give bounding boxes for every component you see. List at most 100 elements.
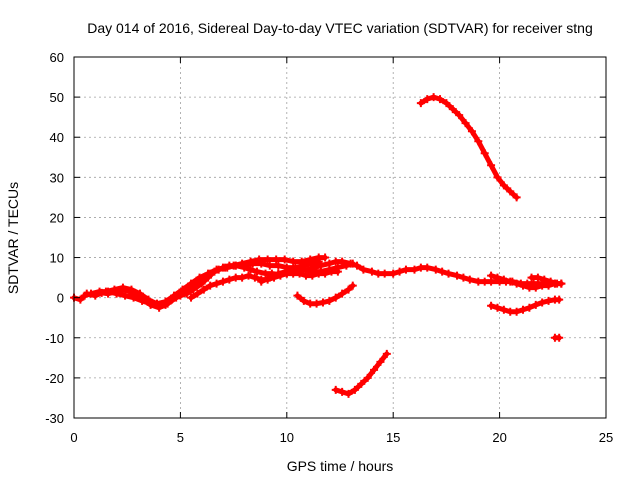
data-point — [538, 298, 547, 307]
data-point — [401, 265, 410, 274]
data-point — [121, 291, 130, 300]
data-point — [246, 257, 255, 266]
x-tick-label: 20 — [492, 430, 506, 445]
data-point — [342, 261, 351, 270]
series-arc-6 — [293, 281, 357, 308]
series-arc-9 — [487, 295, 564, 316]
data-point — [225, 275, 234, 284]
data-point — [127, 285, 136, 294]
data-point — [350, 385, 359, 394]
data-point — [455, 111, 464, 120]
data-point — [199, 285, 208, 294]
data-point — [493, 173, 502, 182]
data-point — [423, 95, 432, 104]
data-point — [274, 261, 283, 270]
data-point — [487, 301, 496, 310]
data-point — [459, 273, 468, 282]
data-point — [410, 265, 419, 274]
data-point — [512, 307, 521, 316]
data-point — [555, 333, 564, 342]
data-point — [444, 269, 453, 278]
data-point — [152, 299, 161, 308]
data-point — [187, 279, 196, 288]
data-point — [170, 291, 179, 300]
data-point — [474, 137, 483, 146]
data-point — [429, 93, 438, 102]
data-point — [321, 253, 330, 262]
data-point — [380, 269, 389, 278]
data-point — [206, 281, 215, 290]
data-point — [344, 389, 353, 398]
data-point — [487, 161, 496, 170]
data-point — [144, 295, 153, 304]
data-point — [299, 296, 308, 305]
data-point — [338, 289, 347, 298]
data-point — [263, 255, 272, 264]
data-point — [525, 303, 534, 312]
data-point — [280, 255, 289, 264]
data-point — [506, 187, 515, 196]
data-point — [357, 379, 366, 388]
y-tick-label: -30 — [45, 411, 64, 426]
x-tick-label: 5 — [177, 430, 184, 445]
data-point — [348, 259, 357, 268]
data-point — [135, 289, 144, 298]
data-point — [80, 291, 89, 300]
data-point — [376, 357, 385, 366]
x-axis: 0 5 10 15 20 25 — [70, 57, 613, 445]
data-point — [431, 265, 440, 274]
data-point — [291, 265, 300, 274]
data-point — [493, 273, 502, 282]
data-point — [221, 263, 230, 272]
data-point — [367, 267, 376, 276]
data-point — [499, 275, 508, 284]
data-point — [306, 255, 315, 264]
data-point — [553, 279, 562, 288]
data-point — [544, 296, 553, 305]
data-point — [512, 279, 521, 288]
series-arc-11 — [527, 273, 562, 288]
data-point — [531, 300, 540, 309]
series-arc-3 — [101, 253, 330, 308]
data-point — [333, 263, 342, 272]
x-axis-label: GPS time / hours — [287, 458, 394, 474]
data-point — [238, 259, 247, 268]
data-point — [238, 273, 247, 282]
x-tick-label: 10 — [280, 430, 294, 445]
data-point — [363, 373, 372, 382]
data-point — [193, 289, 202, 298]
data-point — [519, 281, 528, 290]
data-point — [195, 273, 204, 282]
x-tick-label: 15 — [386, 430, 400, 445]
data-point — [499, 305, 508, 314]
data-point — [338, 387, 347, 396]
y-tick-label: 20 — [50, 210, 64, 225]
x-tick-label: 25 — [599, 430, 613, 445]
data-point — [246, 265, 255, 274]
data-point — [129, 293, 138, 302]
data-point — [531, 283, 540, 292]
data-point — [212, 265, 221, 274]
series-arc-5 — [257, 259, 357, 286]
data-point — [293, 291, 302, 300]
series-trace — [418, 94, 520, 200]
data-point — [101, 287, 110, 296]
data-point — [467, 127, 476, 136]
data-point — [265, 261, 274, 270]
series-arc-8 — [416, 93, 521, 202]
data-point — [416, 99, 425, 108]
data-point — [448, 105, 457, 114]
data-point — [265, 273, 274, 282]
data-point — [353, 261, 362, 270]
series-arc-7 — [331, 349, 391, 398]
data-point — [436, 95, 445, 104]
data-point — [546, 277, 555, 286]
data-point — [178, 285, 187, 294]
y-axis: -30 -20 -10 0 10 20 30 40 50 60 — [45, 50, 606, 426]
chart-title: Day 014 of 2016, Sidereal Day-to-day VTE… — [87, 20, 593, 36]
data-point — [331, 293, 340, 302]
data-point — [110, 285, 119, 294]
y-axis-label: SDTVAR / TECUs — [5, 182, 21, 294]
data-point — [506, 277, 515, 286]
